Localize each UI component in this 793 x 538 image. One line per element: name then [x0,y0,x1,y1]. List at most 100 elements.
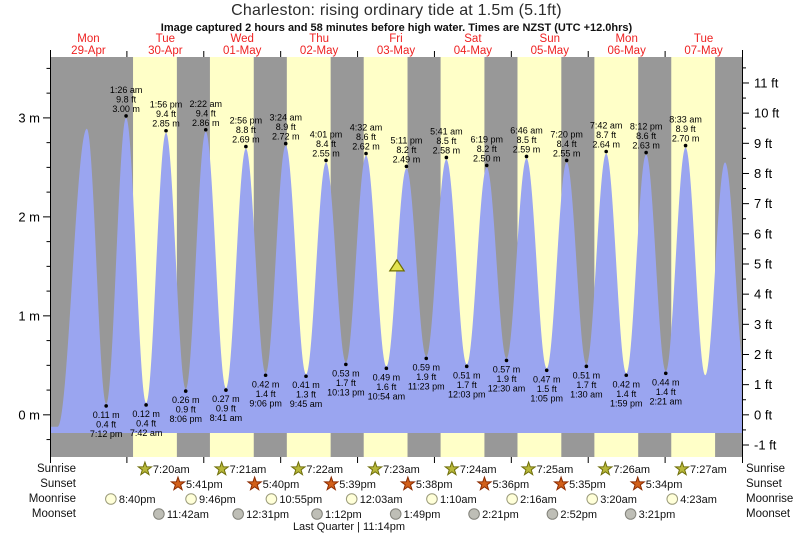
svg-text:9:45 am: 9:45 am [290,399,323,409]
svg-text:5:38pm: 5:38pm [416,479,453,491]
svg-text:4:01 pm: 4:01 pm [310,129,343,139]
svg-text:7:21am: 7:21am [230,464,267,476]
svg-text:4 ft: 4 ft [754,287,772,302]
sunrise-star-icon [443,460,460,476]
svg-text:8.2 ft: 8.2 ft [396,145,417,155]
svg-text:7:23am: 7:23am [383,464,420,476]
svg-text:1:30 am: 1:30 am [570,389,603,399]
svg-text:0.12 m: 0.12 m [132,409,160,419]
svg-text:02-May: 02-May [300,45,339,57]
svg-text:2.55 m: 2.55 m [553,148,581,158]
moonrise-circle-icon [586,493,599,505]
svg-text:6:19 pm: 6:19 pm [470,134,503,144]
svg-text:Sat: Sat [464,33,482,45]
svg-text:8.4 ft: 8.4 ft [557,139,578,149]
svg-text:0.53 m: 0.53 m [332,368,360,378]
svg-text:7 ft: 7 ft [754,196,772,211]
page-title: Charleston: rising ordinary tide at 1.5m… [231,2,562,19]
svg-text:0.4 ft: 0.4 ft [136,418,157,428]
svg-text:2 ft: 2 ft [754,347,772,362]
moonset-row-label-right: Moonset [746,508,791,520]
svg-text:Mon: Mon [77,33,99,45]
svg-text:29-Apr: 29-Apr [71,45,106,57]
svg-text:8.8 ft: 8.8 ft [236,125,257,135]
svg-text:5:11 pm: 5:11 pm [391,135,423,145]
low-tide-point [344,362,348,367]
svg-text:8.7 ft: 8.7 ft [596,130,617,140]
svg-text:7:20 pm: 7:20 pm [550,129,583,139]
svg-text:2:22 am: 2:22 am [189,99,222,109]
svg-text:7:42 am: 7:42 am [590,121,623,131]
svg-text:4:23am: 4:23am [680,494,717,506]
svg-text:2.55 m: 2.55 m [312,148,340,158]
svg-text:06-May: 06-May [607,45,646,57]
svg-text:7:22am: 7:22am [306,464,343,476]
high-tide-point [324,158,328,163]
moonrise-circle-icon [265,493,278,505]
svg-text:1 ft: 1 ft [754,377,772,392]
svg-text:1.4 ft: 1.4 ft [256,389,277,399]
low-tide-point [104,404,108,408]
moonrise-circle-icon [105,493,117,505]
svg-text:4:32 am: 4:32 am [350,123,383,133]
svg-text:0.44 m: 0.44 m [652,377,680,387]
svg-text:5:41pm: 5:41pm [186,479,223,491]
sunrise-star-icon [136,460,154,476]
svg-text:8.5 ft: 8.5 ft [517,135,538,145]
svg-text:8:41 am: 8:41 am [210,413,243,423]
low-tide-point [144,403,148,407]
svg-text:0.9 ft: 0.9 ft [176,405,197,415]
svg-text:8.6 ft: 8.6 ft [356,132,377,142]
svg-text:2:21 am: 2:21 am [650,396,683,406]
svg-text:01-May: 01-May [223,45,262,57]
moonset-circle-icon [546,508,559,520]
svg-text:6 ft: 6 ft [754,226,772,241]
moonset-circle-icon [232,508,244,520]
low-tide-point [584,364,589,369]
svg-text:0.11 m: 0.11 m [93,410,120,420]
svg-text:5:35pm: 5:35pm [569,479,606,491]
svg-text:3:24 am: 3:24 am [269,113,302,123]
svg-text:2.63 m: 2.63 m [632,141,660,151]
sunrise-star-icon [367,460,384,476]
svg-text:04-May: 04-May [454,45,493,57]
svg-text:8:12 pm: 8:12 pm [630,122,663,132]
svg-text:2 m: 2 m [18,209,40,224]
svg-text:1:26 am: 1:26 am [110,85,143,95]
low-tide-point [224,388,228,392]
svg-text:2.58 m: 2.58 m [433,145,461,155]
svg-text:9.8 ft: 9.8 ft [116,94,137,104]
svg-text:0.42 m: 0.42 m [612,379,640,389]
svg-text:1.3 ft: 1.3 ft [296,390,317,400]
moonset-circle-icon [624,508,637,520]
svg-text:12:03 pm: 12:03 pm [448,389,486,399]
low-tide-point [464,364,469,369]
high-tide-point [644,150,648,155]
svg-text:5 ft: 5 ft [754,256,772,271]
svg-text:0.57 m: 0.57 m [493,364,521,374]
svg-text:6:46 am: 6:46 am [510,125,543,135]
svg-text:2.49 m: 2.49 m [393,154,421,164]
high-tide-point [244,144,248,149]
moonset-circle-icon [468,508,480,520]
svg-text:0.4 ft: 0.4 ft [96,419,117,429]
low-tide-point [504,358,509,363]
sunset-star-icon [246,475,263,491]
svg-text:8 ft: 8 ft [754,166,772,181]
svg-text:2.72 m: 2.72 m [272,132,300,142]
low-tide-point [624,373,629,378]
svg-text:2.86 m: 2.86 m [192,118,220,128]
high-tide-point [124,114,128,118]
sunrise-star-icon [520,460,537,476]
svg-text:0 ft: 0 ft [754,407,772,422]
high-tide-point [404,164,409,169]
high-tide-point [524,154,529,159]
svg-text:1.7 ft: 1.7 ft [457,380,478,390]
high-tide-point [564,158,569,163]
svg-text:5:39pm: 5:39pm [339,479,376,491]
svg-text:2.59 m: 2.59 m [513,144,541,154]
svg-text:1.7 ft: 1.7 ft [336,378,357,388]
svg-text:5:34pm: 5:34pm [646,479,683,491]
low-tide-point [183,389,188,393]
